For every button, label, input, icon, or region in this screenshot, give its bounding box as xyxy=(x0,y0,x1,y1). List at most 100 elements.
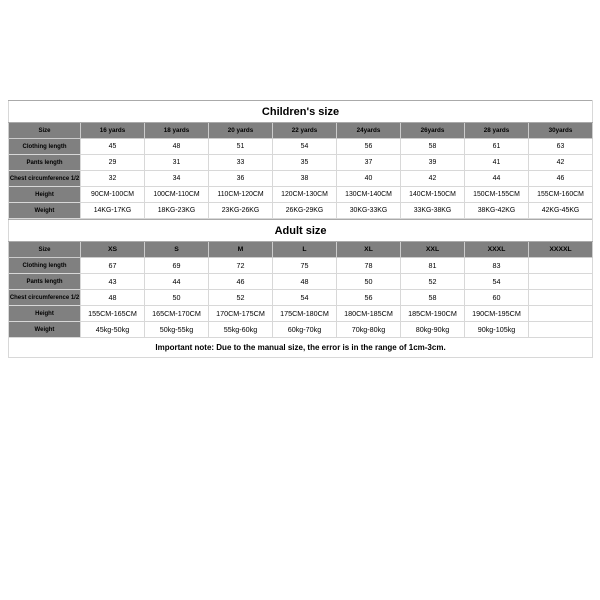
table-row: Pants length 29 31 33 35 37 39 41 42 xyxy=(9,155,593,171)
size-label: Size xyxy=(9,123,81,139)
cell: 175CM-180CM xyxy=(273,306,337,322)
table-row: Weight 14KG-17KG 18KG-23KG 23KG-26KG 26K… xyxy=(9,203,593,219)
cell xyxy=(529,322,593,338)
row-label: Chest circumference 1/2 xyxy=(9,290,81,306)
cell: 43 xyxy=(81,274,145,290)
cell: 61 xyxy=(465,139,529,155)
cell: 52 xyxy=(209,290,273,306)
cell: 38 xyxy=(273,171,337,187)
cell: 56 xyxy=(337,139,401,155)
cell: 140CM-150CM xyxy=(401,187,465,203)
row-label: Weight xyxy=(9,203,81,219)
cell: 29 xyxy=(81,155,145,171)
cell: 58 xyxy=(401,290,465,306)
col-header: 26yards xyxy=(401,123,465,139)
cell: 55kg-60kg xyxy=(209,322,273,338)
col-header: 22 yards xyxy=(273,123,337,139)
col-header: 18 yards xyxy=(145,123,209,139)
cell: 30KG-33KG xyxy=(337,203,401,219)
cell: 54 xyxy=(465,274,529,290)
cell xyxy=(529,290,593,306)
cell: 48 xyxy=(81,290,145,306)
col-header: 30yards xyxy=(529,123,593,139)
cell: 60 xyxy=(465,290,529,306)
col-header: XL xyxy=(337,242,401,258)
children-title: Children's size xyxy=(9,101,593,123)
cell: 39 xyxy=(401,155,465,171)
col-header: 28 yards xyxy=(465,123,529,139)
cell: 46 xyxy=(529,171,593,187)
cell: 72 xyxy=(209,258,273,274)
table-row: Height 90CM-100CM 100CM-110CM 110CM-120C… xyxy=(9,187,593,203)
cell: 110CM-120CM xyxy=(209,187,273,203)
cell: 50kg-55kg xyxy=(145,322,209,338)
adult-size-table: Adult size Size XS S M L XL XXL XXXL XXX… xyxy=(8,219,593,358)
cell: 50 xyxy=(337,274,401,290)
cell: 42 xyxy=(401,171,465,187)
cell: 18KG-23KG xyxy=(145,203,209,219)
table-row: Weight 45kg-50kg 50kg-55kg 55kg-60kg 60k… xyxy=(9,322,593,338)
cell: 70kg-80kg xyxy=(337,322,401,338)
cell: 34 xyxy=(145,171,209,187)
cell: 58 xyxy=(401,139,465,155)
cell: 23KG-26KG xyxy=(209,203,273,219)
table-row: Pants length 43 44 46 48 50 52 54 xyxy=(9,274,593,290)
cell: 40 xyxy=(337,171,401,187)
row-label: Pants length xyxy=(9,274,81,290)
cell: 60kg-70kg xyxy=(273,322,337,338)
cell: 185CM-190CM xyxy=(401,306,465,322)
cell: 83 xyxy=(465,258,529,274)
cell xyxy=(529,306,593,322)
cell: 54 xyxy=(273,290,337,306)
col-header: 20 yards xyxy=(209,123,273,139)
cell: 50 xyxy=(145,290,209,306)
cell: 90kg-105kg xyxy=(465,322,529,338)
cell: 51 xyxy=(209,139,273,155)
col-header: L xyxy=(273,242,337,258)
cell: 75 xyxy=(273,258,337,274)
cell: 38KG-42KG xyxy=(465,203,529,219)
cell: 180CM-185CM xyxy=(337,306,401,322)
cell: 170CM-175CM xyxy=(209,306,273,322)
cell: 190CM-195CM xyxy=(465,306,529,322)
cell: 36 xyxy=(209,171,273,187)
cell: 150CM-155CM xyxy=(465,187,529,203)
children-size-table: Children's size Size 16 yards 18 yards 2… xyxy=(8,100,593,219)
col-header: 16 yards xyxy=(81,123,145,139)
cell: 48 xyxy=(145,139,209,155)
cell: 63 xyxy=(529,139,593,155)
cell: 14KG-17KG xyxy=(81,203,145,219)
table-row: Chest circumference 1/2 48 50 52 54 56 5… xyxy=(9,290,593,306)
col-header: XS xyxy=(81,242,145,258)
cell: 155CM-165CM xyxy=(81,306,145,322)
cell: 56 xyxy=(337,290,401,306)
cell: 165CM-170CM xyxy=(145,306,209,322)
cell: 44 xyxy=(465,171,529,187)
cell: 46 xyxy=(209,274,273,290)
cell xyxy=(529,274,593,290)
cell: 41 xyxy=(465,155,529,171)
cell: 32 xyxy=(81,171,145,187)
cell: 100CM-110CM xyxy=(145,187,209,203)
cell: 155CM-160CM xyxy=(529,187,593,203)
row-label: Pants length xyxy=(9,155,81,171)
table-row: Clothing length 67 69 72 75 78 81 83 xyxy=(9,258,593,274)
cell: 52 xyxy=(401,274,465,290)
cell: 48 xyxy=(273,274,337,290)
cell: 37 xyxy=(337,155,401,171)
cell: 67 xyxy=(81,258,145,274)
cell: 26KG-29KG xyxy=(273,203,337,219)
row-label: Height xyxy=(9,306,81,322)
cell: 69 xyxy=(145,258,209,274)
important-note: Important note: Due to the manual size, … xyxy=(9,338,593,358)
adult-header-row: Size XS S M L XL XXL XXXL XXXXL xyxy=(9,242,593,258)
row-label: Weight xyxy=(9,322,81,338)
col-header: XXL xyxy=(401,242,465,258)
table-row: Chest circumference 1/2 32 34 36 38 40 4… xyxy=(9,171,593,187)
col-header: S xyxy=(145,242,209,258)
col-header: XXXL xyxy=(465,242,529,258)
col-header: M xyxy=(209,242,273,258)
cell: 80kg-90kg xyxy=(401,322,465,338)
row-label: Clothing length xyxy=(9,258,81,274)
row-label: Clothing length xyxy=(9,139,81,155)
